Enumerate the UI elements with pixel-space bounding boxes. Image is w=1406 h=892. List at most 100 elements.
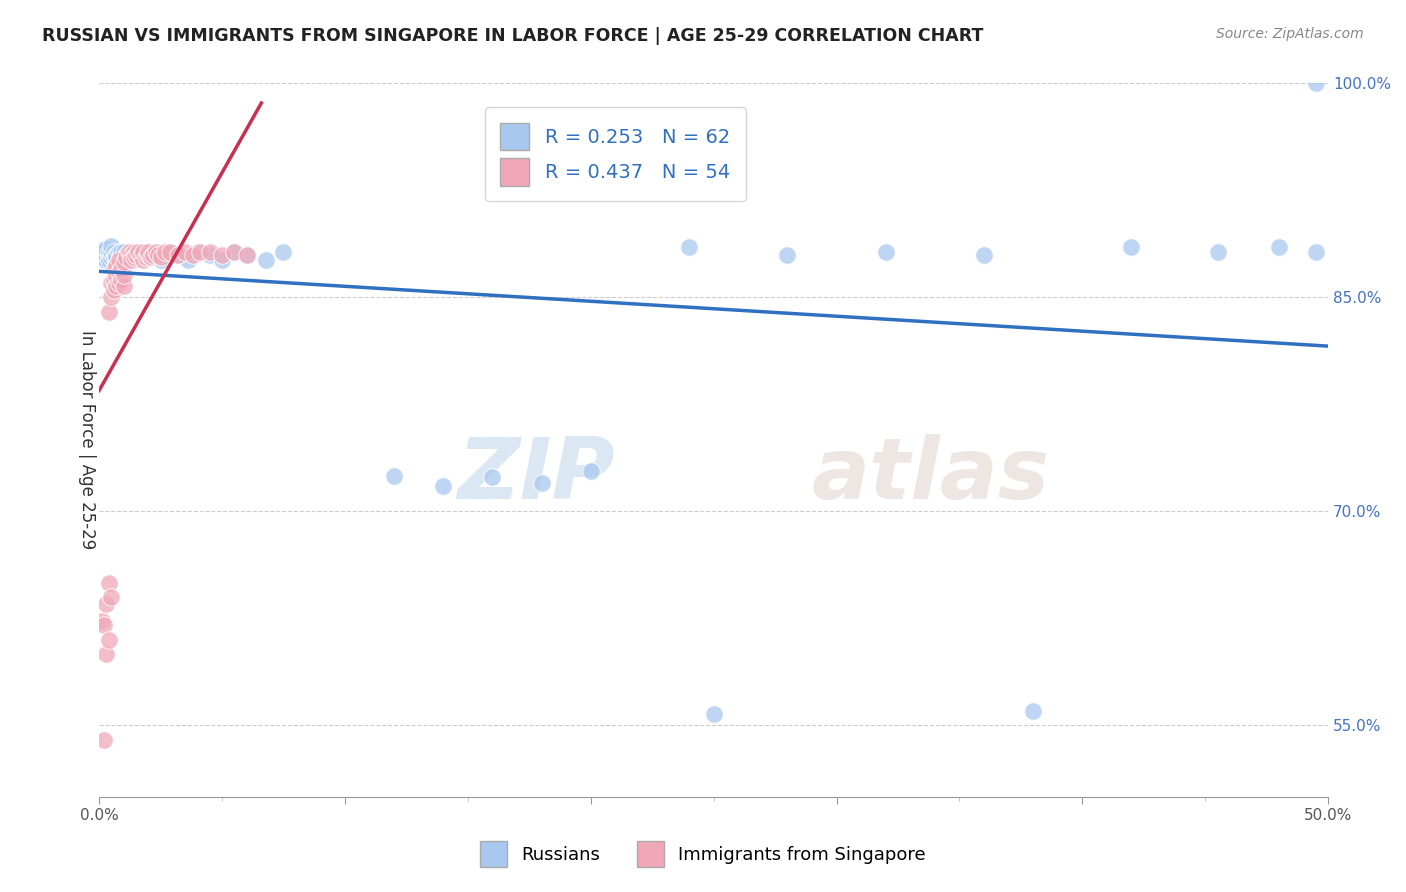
Point bbox=[1206, 244, 1229, 259]
Point bbox=[97, 253, 120, 268]
Point bbox=[107, 253, 129, 268]
Point bbox=[122, 251, 145, 265]
Point bbox=[115, 251, 138, 265]
Point bbox=[579, 465, 602, 479]
Point bbox=[110, 244, 132, 259]
Point bbox=[122, 253, 145, 268]
Point bbox=[100, 290, 122, 304]
Point bbox=[120, 244, 142, 259]
Point bbox=[97, 304, 120, 318]
Text: Source: ZipAtlas.com: Source: ZipAtlas.com bbox=[1216, 27, 1364, 41]
Point bbox=[136, 244, 159, 259]
Point bbox=[1305, 77, 1327, 91]
Point bbox=[139, 251, 162, 265]
Point bbox=[776, 247, 799, 261]
Point bbox=[703, 706, 725, 721]
Point bbox=[93, 618, 115, 632]
Point bbox=[211, 247, 233, 261]
Point bbox=[105, 251, 128, 265]
Point bbox=[107, 265, 129, 279]
Point bbox=[100, 590, 122, 604]
Point bbox=[103, 251, 125, 265]
Point bbox=[105, 259, 128, 273]
Point bbox=[96, 597, 118, 611]
Point bbox=[136, 244, 159, 259]
Point bbox=[96, 647, 118, 661]
Point bbox=[103, 273, 125, 287]
Point bbox=[224, 244, 246, 259]
Point bbox=[90, 244, 112, 259]
Point bbox=[107, 244, 129, 259]
Point bbox=[174, 244, 197, 259]
Point bbox=[159, 244, 181, 259]
Point bbox=[110, 261, 132, 276]
Point bbox=[96, 253, 118, 268]
Point bbox=[142, 247, 165, 261]
Point bbox=[273, 244, 295, 259]
Point bbox=[115, 247, 138, 261]
Point bbox=[382, 468, 405, 483]
Point bbox=[973, 247, 995, 261]
Point bbox=[112, 279, 135, 293]
Point bbox=[93, 247, 115, 261]
Point bbox=[145, 244, 167, 259]
Point bbox=[136, 247, 159, 261]
Point bbox=[96, 242, 118, 256]
Point bbox=[254, 253, 277, 268]
Point bbox=[97, 575, 120, 590]
Point bbox=[1268, 240, 1291, 254]
Point bbox=[105, 268, 128, 283]
Point bbox=[129, 247, 152, 261]
Point bbox=[211, 253, 233, 268]
Point bbox=[875, 244, 897, 259]
Point bbox=[120, 247, 142, 261]
Point bbox=[135, 251, 157, 265]
Legend: R = 0.253   N = 62, R = 0.437   N = 54: R = 0.253 N = 62, R = 0.437 N = 54 bbox=[485, 107, 745, 202]
Point bbox=[112, 268, 135, 282]
Point bbox=[93, 242, 115, 256]
Point bbox=[198, 244, 221, 259]
Point bbox=[166, 247, 188, 261]
Point bbox=[117, 251, 139, 265]
Point bbox=[176, 253, 198, 268]
Point bbox=[110, 273, 132, 287]
Point bbox=[117, 244, 139, 259]
Point bbox=[112, 253, 135, 268]
Point bbox=[125, 247, 148, 261]
Point bbox=[235, 247, 257, 261]
Point bbox=[100, 276, 122, 290]
Point bbox=[122, 244, 145, 259]
Text: RUSSIAN VS IMMIGRANTS FROM SINGAPORE IN LABOR FORCE | AGE 25-29 CORRELATION CHAR: RUSSIAN VS IMMIGRANTS FROM SINGAPORE IN … bbox=[42, 27, 984, 45]
Point bbox=[481, 470, 503, 484]
Point bbox=[530, 475, 553, 490]
Point bbox=[90, 614, 112, 628]
Point bbox=[103, 261, 125, 276]
Point bbox=[432, 479, 454, 493]
Point bbox=[1305, 244, 1327, 259]
Point bbox=[198, 247, 221, 261]
Point bbox=[100, 251, 122, 265]
Point bbox=[107, 276, 129, 290]
Point bbox=[235, 247, 257, 261]
Point bbox=[224, 244, 246, 259]
Point bbox=[110, 251, 132, 265]
Y-axis label: In Labor Force | Age 25-29: In Labor Force | Age 25-29 bbox=[79, 330, 96, 549]
Point bbox=[678, 240, 700, 254]
Point bbox=[96, 247, 118, 261]
Point bbox=[155, 244, 177, 259]
Text: atlas: atlas bbox=[811, 434, 1050, 517]
Point bbox=[97, 632, 120, 647]
Point bbox=[186, 244, 208, 259]
Point bbox=[149, 251, 172, 265]
Point bbox=[105, 247, 128, 261]
Point bbox=[112, 244, 135, 259]
Point bbox=[107, 253, 129, 268]
Point bbox=[132, 251, 155, 265]
Point bbox=[103, 244, 125, 259]
Point bbox=[142, 247, 165, 261]
Point bbox=[120, 253, 142, 268]
Point bbox=[132, 253, 155, 268]
Point bbox=[93, 732, 115, 747]
Point bbox=[127, 244, 149, 259]
Point bbox=[103, 283, 125, 297]
